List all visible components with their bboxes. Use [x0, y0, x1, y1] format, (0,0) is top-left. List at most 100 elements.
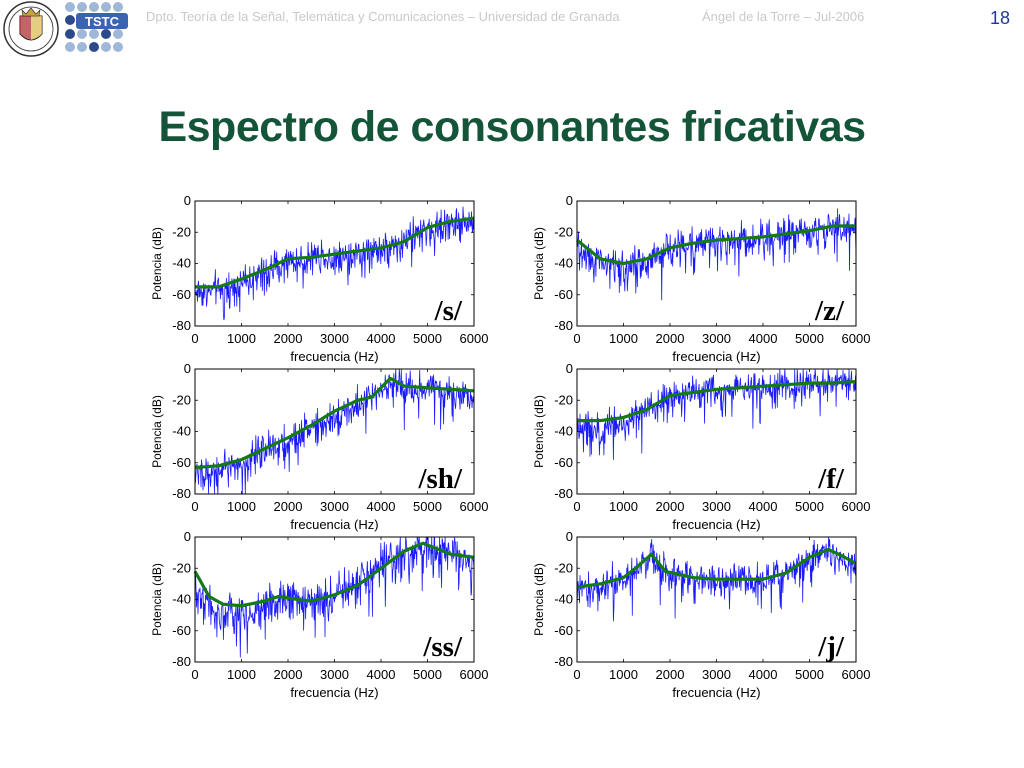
y-tick-label: -20: [172, 224, 191, 239]
x-tick-label: 5000: [413, 499, 442, 514]
x-tick-label: 2000: [656, 331, 685, 346]
y-axis-label: Potencia (dB): [532, 395, 546, 468]
x-tick-label: 0: [573, 499, 580, 514]
chart-z: 0 1000 2000 3000 4000 5000 6000 0 -20 -40 -60 -80 fr…: [532, 193, 870, 364]
y-tick-label: 0: [566, 193, 573, 208]
y-axis-label: Potencia (dB): [150, 563, 164, 636]
y-tick-label: -40: [172, 256, 191, 271]
x-axis-label: frecuencia (Hz): [290, 349, 378, 364]
x-tick-label: 2000: [656, 667, 685, 682]
y-tick-label: 0: [184, 529, 191, 544]
y-tick-label: -20: [172, 392, 191, 407]
x-tick-label: 2000: [274, 499, 303, 514]
x-tick-label: 3000: [320, 499, 349, 514]
slide-header: TSTC Dpto. Teoría de la Señal, Telemátic…: [0, 0, 1024, 60]
x-axis-label: frecuencia (Hz): [290, 685, 378, 700]
x-tick-label: 3000: [702, 499, 731, 514]
chart-f: 0 1000 2000 3000 4000 5000 6000 0 -20 -40 -60 -80 fr…: [532, 361, 870, 532]
x-axis-label: frecuencia (Hz): [672, 349, 760, 364]
y-tick-label: -40: [554, 592, 573, 607]
phoneme-label: /z/: [814, 295, 845, 327]
envelope-line: [577, 379, 857, 423]
y-tick-label: -80: [554, 654, 573, 669]
y-axis-label: Potencia (dB): [150, 395, 164, 468]
x-axis-label: frecuencia (Hz): [290, 517, 378, 532]
x-tick-label: 1000: [227, 331, 256, 346]
phoneme-label: /f/: [817, 463, 845, 495]
y-tick-label: -80: [172, 486, 191, 501]
chart-j: 0 1000 2000 3000 4000 5000 6000 0 -20 -40 -60 -80 fr…: [532, 529, 870, 700]
x-tick-label: 4000: [367, 499, 396, 514]
x-axis-label: frecuencia (Hz): [672, 685, 760, 700]
y-tick-label: -40: [172, 592, 191, 607]
x-tick-label: 0: [573, 667, 580, 682]
y-tick-label: -80: [554, 486, 573, 501]
y-tick-label: 0: [566, 529, 573, 544]
envelope-line: [195, 216, 475, 289]
envelope-line: [194, 376, 475, 469]
tstc-logo: TSTC: [62, 0, 130, 56]
y-tick-label: 0: [184, 193, 191, 208]
phoneme-label: /ss/: [422, 631, 463, 663]
x-tick-label: 6000: [460, 499, 489, 514]
y-tick-label: 0: [184, 361, 191, 376]
x-tick-label: 3000: [702, 667, 731, 682]
x-tick-label: 1000: [609, 667, 638, 682]
envelope-line: [193, 541, 475, 608]
x-tick-label: 4000: [367, 667, 396, 682]
department-text: Dpto. Teoría de la Señal, Telemática y C…: [146, 9, 620, 24]
x-tick-label: 6000: [842, 499, 871, 514]
x-tick-label: 6000: [842, 331, 871, 346]
x-tick-label: 5000: [795, 667, 824, 682]
x-tick-label: 2000: [274, 331, 303, 346]
x-tick-label: 0: [573, 331, 580, 346]
x-tick-label: 4000: [749, 331, 778, 346]
y-tick-label: -60: [172, 287, 191, 302]
x-tick-label: 2000: [656, 499, 685, 514]
y-tick-label: -40: [554, 256, 573, 271]
chart-s: 0 1000 2000 3000 4000 5000 6000 0 -20 -40 -60 -80 fr…: [150, 193, 488, 364]
x-tick-label: 1000: [227, 667, 256, 682]
spectrum-line: [576, 536, 857, 622]
envelope-line: [576, 547, 857, 589]
university-crest-logo: [3, 1, 59, 57]
y-tick-label: -80: [554, 318, 573, 333]
x-tick-label: 4000: [749, 667, 778, 682]
tstc-logo-text: TSTC: [85, 14, 120, 29]
x-tick-label: 5000: [413, 331, 442, 346]
x-tick-label: 3000: [320, 667, 349, 682]
slide-title: Espectro de consonantes fricativas: [158, 103, 866, 151]
page-number: 18: [989, 8, 1010, 28]
x-tick-label: 0: [191, 667, 198, 682]
y-axis-label: Potencia (dB): [532, 563, 546, 636]
x-tick-label: 3000: [702, 331, 731, 346]
y-axis-label: Potencia (dB): [150, 227, 164, 300]
y-tick-label: -20: [554, 392, 573, 407]
x-tick-label: 6000: [842, 667, 871, 682]
x-tick-label: 5000: [413, 667, 442, 682]
x-axis-label: frecuencia (Hz): [672, 517, 760, 532]
y-tick-label: -80: [172, 318, 191, 333]
x-tick-label: 6000: [460, 667, 489, 682]
chart-sh: 0 1000 2000 3000 4000 5000 6000 0 -20 -40 -60 -80 fr…: [150, 361, 488, 532]
author-date-text: Ángel de la Torre – Jul-2006: [702, 9, 865, 24]
x-tick-label: 2000: [274, 667, 303, 682]
x-tick-label: 1000: [227, 499, 256, 514]
y-tick-label: -60: [172, 623, 191, 638]
phoneme-label: /j/: [817, 631, 845, 663]
y-tick-label: -60: [554, 455, 573, 470]
y-tick-label: -40: [172, 424, 191, 439]
y-tick-label: -60: [172, 455, 191, 470]
phoneme-label: /s/: [434, 295, 463, 327]
y-axis-label: Potencia (dB): [532, 227, 546, 300]
x-tick-label: 1000: [609, 499, 638, 514]
x-tick-label: 4000: [367, 331, 396, 346]
phoneme-label: /sh/: [417, 463, 462, 495]
x-tick-label: 0: [191, 331, 198, 346]
x-tick-label: 0: [191, 499, 198, 514]
y-tick-label: -40: [554, 424, 573, 439]
y-tick-label: -80: [172, 654, 191, 669]
y-tick-label: -20: [554, 224, 573, 239]
x-tick-label: 1000: [609, 331, 638, 346]
